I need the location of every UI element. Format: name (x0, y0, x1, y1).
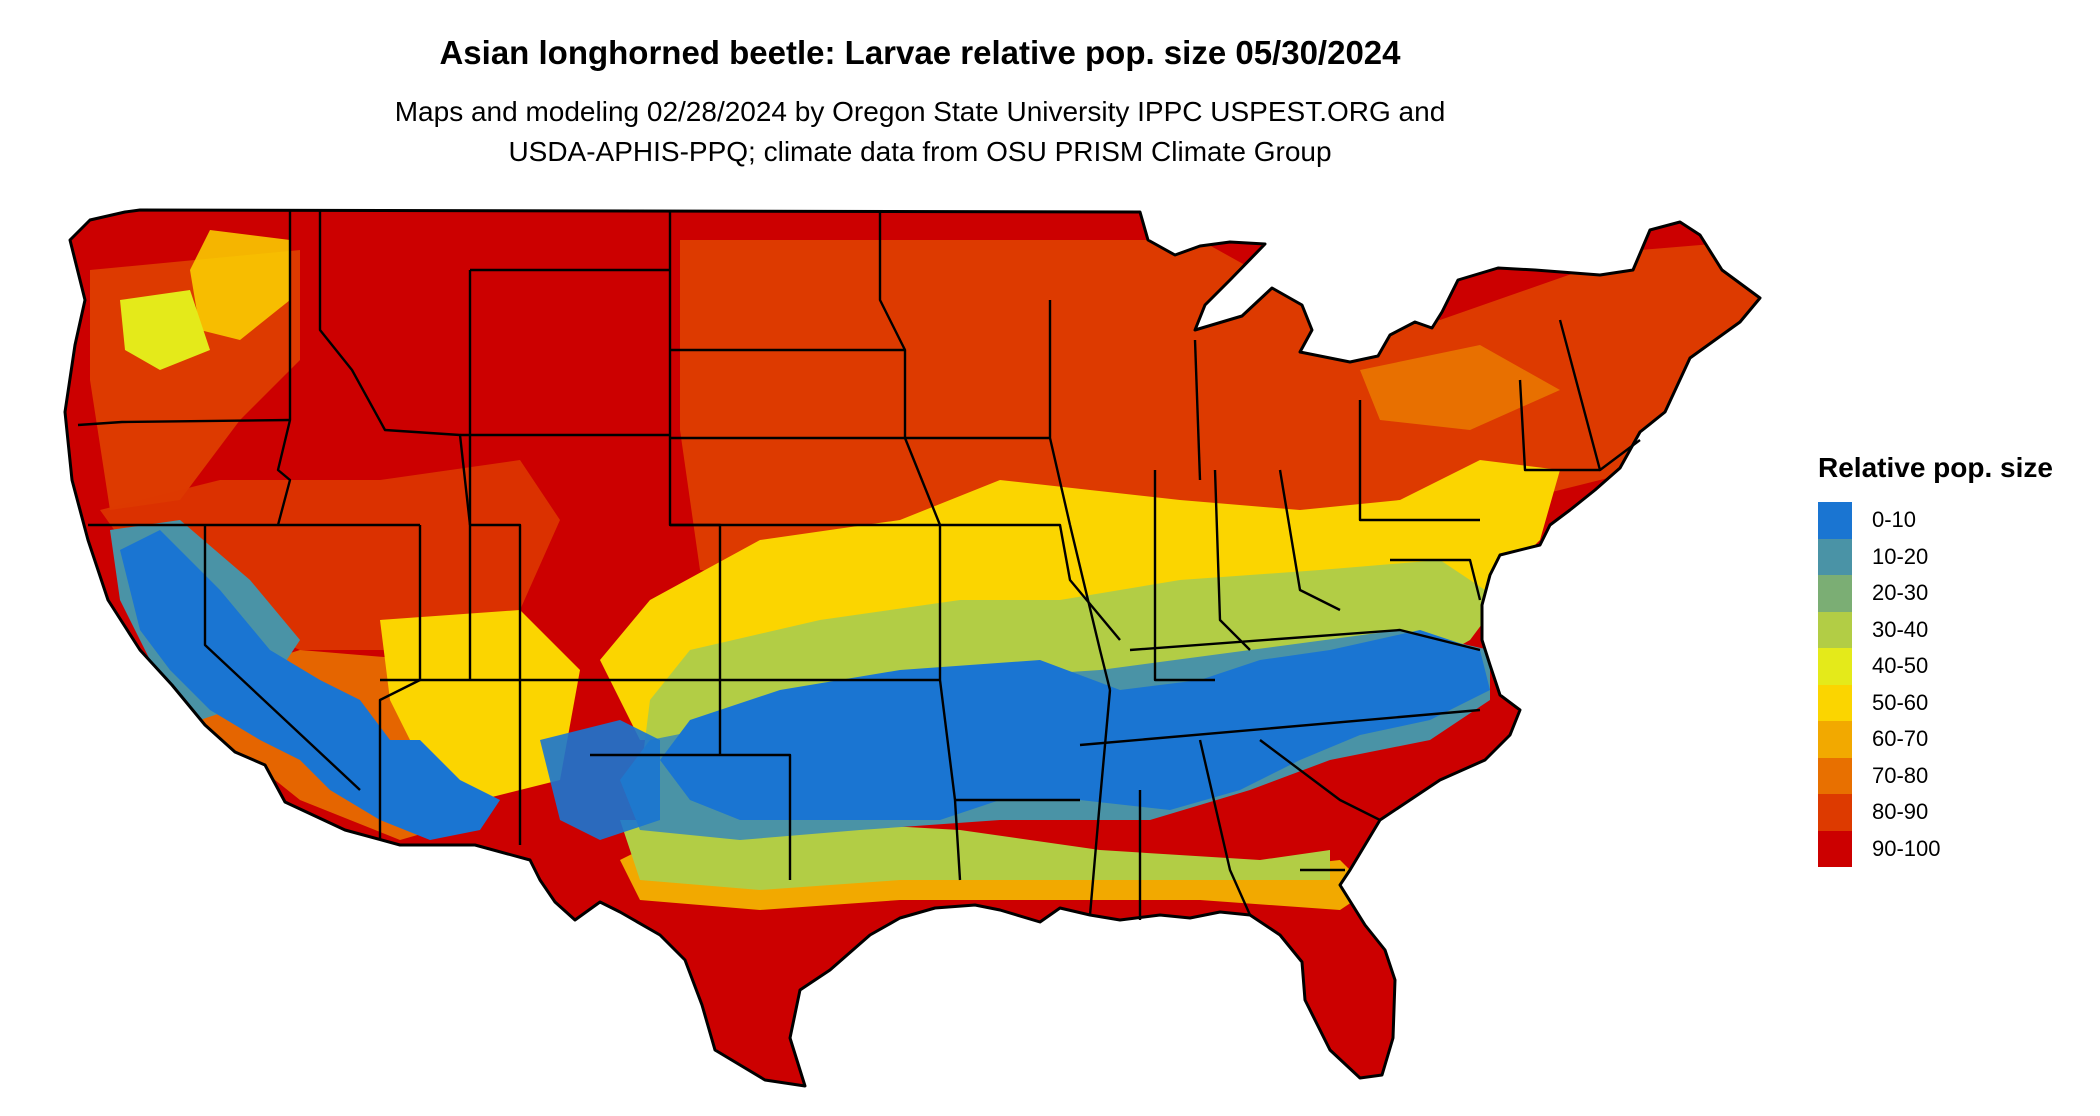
legend-item: 60-70 (1818, 721, 2053, 758)
legend-label: 80-90 (1872, 799, 1929, 825)
legend-swatch (1818, 757, 1852, 794)
legend-label: 40-50 (1872, 653, 1929, 679)
legend-swatch (1818, 684, 1852, 721)
legend-label: 10-20 (1872, 543, 1929, 569)
legend-items: 0-10 10-20 20-30 30-40 40-50 50-60 60-70 70-80 8… (1818, 502, 2053, 867)
legend-label: 20-30 (1872, 580, 1929, 606)
map-title: Asian longhorned beetle: Larvae relative… (439, 34, 1401, 71)
legend-label: 70-80 (1872, 762, 1929, 788)
legend-item: 30-40 (1818, 611, 2053, 648)
legend-swatch (1818, 794, 1852, 831)
legend-label: 60-70 (1872, 726, 1929, 752)
legend-item: 20-30 (1818, 575, 2053, 612)
legend-swatch (1818, 538, 1852, 575)
legend-swatch (1818, 575, 1852, 612)
legend-swatch (1818, 648, 1852, 685)
subtitle-line-1: Maps and modeling 02/28/2024 by Oregon S… (394, 96, 1446, 127)
legend-item: 90-100 (1818, 830, 2053, 867)
legend-item: 50-60 (1818, 684, 2053, 721)
legend-item: 10-20 (1818, 538, 2053, 575)
legend: Relative pop. size 0-10 10-20 20-30 30-40 40… (1818, 452, 2053, 867)
legend-swatch (1818, 721, 1852, 758)
legend-swatch (1818, 611, 1852, 648)
us-map (63, 208, 1762, 1088)
legend-item: 40-50 (1818, 648, 2053, 685)
legend-title: Relative pop. size (1818, 452, 2053, 483)
legend-label: 30-40 (1872, 616, 1929, 642)
legend-swatch (1818, 830, 1852, 867)
legend-swatch (1818, 502, 1852, 539)
map-subtitle: Maps and modeling 02/28/2024 by Oregon S… (0, 92, 1840, 172)
legend-label: 0-10 (1872, 507, 1917, 533)
legend-label: 50-60 (1872, 689, 1929, 715)
subtitle-line-2: USDA-APHIS-PPQ; climate data from OSU PR… (508, 136, 1332, 167)
legend-item: 70-80 (1818, 757, 2053, 794)
legend-item: 80-90 (1818, 794, 2053, 831)
legend-item: 0-10 (1818, 502, 2053, 539)
legend-label: 90-100 (1872, 835, 1941, 861)
